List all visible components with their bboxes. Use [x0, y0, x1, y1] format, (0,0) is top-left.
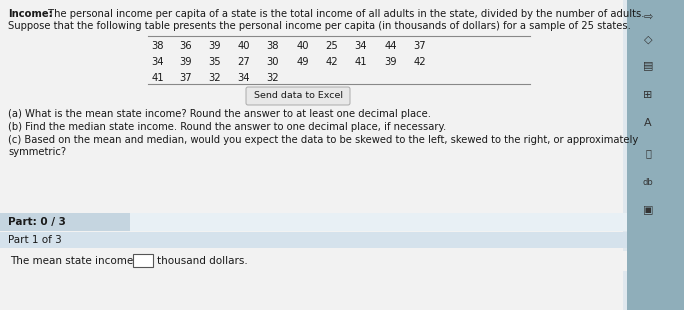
FancyBboxPatch shape: [0, 213, 627, 231]
Text: 32: 32: [209, 73, 222, 83]
FancyBboxPatch shape: [0, 251, 627, 271]
Text: 27: 27: [237, 57, 250, 67]
Text: Income:: Income:: [8, 9, 53, 19]
Text: ⇨: ⇨: [644, 12, 653, 22]
Text: db: db: [643, 178, 653, 187]
Text: A: A: [644, 118, 652, 128]
Text: 41: 41: [152, 73, 164, 83]
Text: thousand dollars.: thousand dollars.: [157, 256, 248, 266]
Text: 34: 34: [152, 57, 164, 67]
Text: 37: 37: [180, 73, 192, 83]
FancyBboxPatch shape: [133, 254, 153, 267]
Text: Send data to Excel: Send data to Excel: [254, 91, 343, 100]
FancyBboxPatch shape: [246, 87, 350, 105]
FancyBboxPatch shape: [130, 213, 627, 231]
Text: 34: 34: [355, 41, 367, 51]
Text: The personal income per capita of a state is the total income of all adults in t: The personal income per capita of a stat…: [45, 9, 644, 19]
Text: 42: 42: [326, 57, 339, 67]
Text: (a) What is the mean state income? Round the answer to at least one decimal plac: (a) What is the mean state income? Round…: [8, 109, 431, 119]
Text: Part 1 of 3: Part 1 of 3: [8, 235, 62, 245]
FancyBboxPatch shape: [0, 232, 627, 248]
Text: 35: 35: [209, 57, 222, 67]
Text: 40: 40: [238, 41, 250, 51]
Text: 39: 39: [209, 41, 222, 51]
Text: ◇: ◇: [644, 35, 653, 45]
Text: 41: 41: [355, 57, 367, 67]
Text: 44: 44: [384, 41, 397, 51]
Text: 25: 25: [326, 41, 339, 51]
FancyBboxPatch shape: [0, 0, 627, 310]
Text: 34: 34: [238, 73, 250, 83]
Text: ⊞: ⊞: [644, 90, 653, 100]
Text: ▤: ▤: [643, 60, 653, 70]
FancyBboxPatch shape: [627, 0, 684, 310]
Text: Suppose that the following table presents the personal income per capita (in tho: Suppose that the following table present…: [8, 21, 631, 31]
Text: 39: 39: [384, 57, 397, 67]
Text: ▣: ▣: [643, 205, 653, 215]
Text: The mean state income is: The mean state income is: [10, 256, 145, 266]
Text: symmetric?: symmetric?: [8, 147, 66, 157]
Text: 🖨: 🖨: [645, 148, 651, 158]
Text: (c) Based on the mean and median, would you expect the data to be skewed to the : (c) Based on the mean and median, would …: [8, 135, 638, 145]
Text: 37: 37: [414, 41, 426, 51]
Text: (b) Find the median state income. Round the answer to one decimal place, if nece: (b) Find the median state income. Round …: [8, 122, 446, 132]
Text: Part: 0 / 3: Part: 0 / 3: [8, 217, 66, 227]
Text: 38: 38: [267, 41, 279, 51]
Text: 38: 38: [152, 41, 164, 51]
Text: 39: 39: [180, 57, 192, 67]
Text: 36: 36: [180, 41, 192, 51]
FancyBboxPatch shape: [623, 0, 627, 310]
Text: 30: 30: [267, 57, 279, 67]
Text: 32: 32: [267, 73, 279, 83]
Text: 42: 42: [414, 57, 426, 67]
Text: 40: 40: [297, 41, 309, 51]
Text: 49: 49: [297, 57, 309, 67]
